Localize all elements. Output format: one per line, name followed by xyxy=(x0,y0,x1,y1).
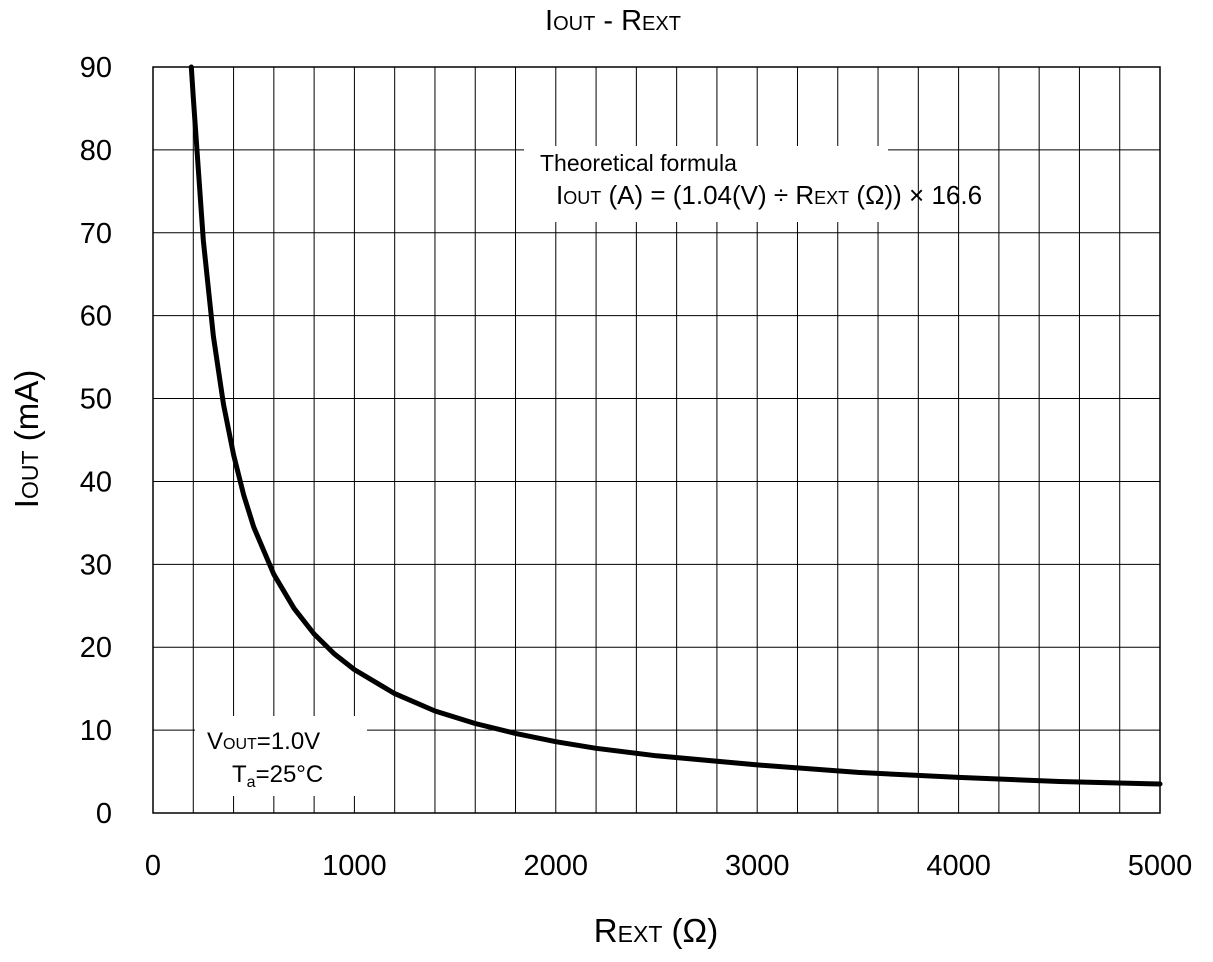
y-tick-label: 60 xyxy=(80,301,112,333)
condition-t: T xyxy=(232,761,247,788)
formula-i: I xyxy=(556,180,563,210)
y-tick-label: 80 xyxy=(80,135,112,167)
tick-labels: 0 1000 2000 3000 4000 5000 0 10 20 30 40 50 60 70 80 90 xyxy=(80,52,1193,882)
x-tick-label: 1000 xyxy=(322,850,387,882)
x-tick-label: 4000 xyxy=(926,850,991,882)
condition-v-sub: OUT xyxy=(223,736,257,753)
y-tick-label: 0 xyxy=(96,798,112,830)
title-i-sub: OUT xyxy=(553,13,595,35)
condition-t-value: =25°C xyxy=(256,761,324,788)
title-sep: - xyxy=(595,5,621,37)
ylabel-i: I xyxy=(8,499,45,508)
series-layer xyxy=(188,64,1163,787)
formula-box xyxy=(524,146,888,222)
title-r: R xyxy=(621,5,642,37)
formula-mid: (A) = (1.04(V) ÷ R xyxy=(601,180,814,210)
formula-title: Theoretical formula xyxy=(540,150,737,176)
plot-border xyxy=(152,66,1161,814)
condition-t-sub: a xyxy=(247,774,256,791)
series-line xyxy=(188,64,1163,787)
condition-vout: VOUT=1.0V xyxy=(207,728,320,755)
xlabel-rest: (Ω) xyxy=(662,912,718,949)
y-tick-label: 70 xyxy=(80,218,112,250)
x-tick-label: 2000 xyxy=(524,850,589,882)
ylabel-sub: OUT xyxy=(17,450,43,499)
formula-i-sub: OUT xyxy=(563,188,601,208)
title-r-sub: EXT xyxy=(642,13,681,35)
y-tick-label: 20 xyxy=(80,632,112,664)
title-i: I xyxy=(545,5,553,37)
y-tick-label: 30 xyxy=(80,549,112,581)
y-tick-label: 50 xyxy=(80,384,112,416)
x-tick-label: 5000 xyxy=(1128,850,1193,882)
formula-end: (Ω)) × 16.6 xyxy=(849,180,982,210)
condition-v: V xyxy=(207,728,223,755)
formula-r-sub: EXT xyxy=(814,188,849,208)
y-tick-label: 90 xyxy=(80,52,112,84)
x-tick-label: 3000 xyxy=(725,850,790,882)
condition-ta: Ta=25°C xyxy=(232,761,323,791)
ylabel-rest: (mA) xyxy=(8,370,45,451)
condition-v-value: =1.0V xyxy=(257,728,320,755)
x-tick-label: 0 xyxy=(145,850,161,882)
plot-frame xyxy=(152,66,1161,814)
chart-title: IOUT - REXT xyxy=(545,5,681,37)
formula-expression: IOUT (A) = (1.04(V) ÷ REXT (Ω)) × 16.6 xyxy=(556,180,982,210)
x-axis-label: REXT (Ω) xyxy=(594,912,718,949)
y-axis-label: IOUT (mA) xyxy=(8,370,45,508)
y-tick-label: 10 xyxy=(80,715,112,747)
conditions-box xyxy=(195,716,367,796)
xlabel-r: R xyxy=(594,912,618,949)
xlabel-sub: EXT xyxy=(618,921,663,947)
y-tick-label: 40 xyxy=(80,466,112,498)
